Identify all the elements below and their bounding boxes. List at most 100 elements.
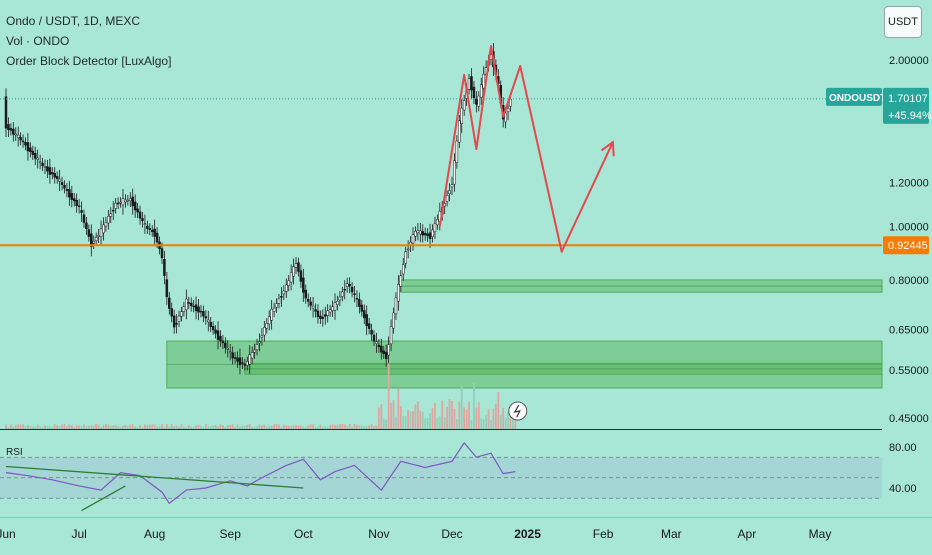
volume-bar (299, 425, 302, 429)
volume-bar (248, 424, 251, 429)
candle-body (353, 293, 356, 295)
volume-bar (97, 424, 100, 429)
candle-body (370, 329, 373, 335)
ticker-badge-label: ONDOUSDT (829, 93, 886, 104)
volume-bar (380, 404, 383, 429)
volume-bar (146, 425, 149, 429)
candle-body (433, 223, 437, 233)
volume-bar (75, 425, 78, 429)
candle-body (85, 222, 88, 229)
candle-body (406, 248, 410, 251)
volume-bar (151, 424, 154, 429)
candle-body (197, 306, 200, 313)
rsi-tick-label: 80.00 (889, 442, 917, 454)
candle-body (136, 208, 139, 213)
candle-body (55, 176, 59, 179)
candle-body (258, 341, 261, 344)
candle-body (4, 96, 8, 129)
volume-bar (465, 409, 468, 429)
volume-bar (268, 425, 271, 429)
candle-body (241, 362, 244, 364)
candle-body (472, 86, 476, 99)
volume-legend[interactable]: Vol · ONDO (6, 34, 70, 48)
candles (4, 42, 512, 375)
candle-body (146, 225, 149, 229)
price-tick-label: 0.45000 (889, 413, 929, 425)
candle-body (97, 235, 100, 237)
volume-bar (348, 424, 351, 429)
candle-body (21, 140, 25, 143)
price-badges: ONDOUSDT 1.70107 +45.94% 0.92445 (508, 87, 932, 421)
candle-body (90, 233, 93, 247)
candle-body (506, 108, 510, 113)
candle-body (253, 349, 256, 353)
candle-body (375, 341, 378, 344)
candle-body (219, 335, 222, 342)
candle-body (209, 322, 212, 327)
candle-body (70, 193, 74, 201)
rsi-pane[interactable]: RSI 80.00 40.00 (0, 441, 917, 512)
currency-unit-button[interactable]: USDT (884, 6, 922, 38)
candle-body (428, 232, 432, 239)
volume-bar (338, 424, 341, 429)
volume-bar (51, 426, 54, 429)
price-badge-value: 1.70107 (888, 93, 928, 105)
projection-drawing[interactable] (438, 45, 615, 253)
candle-body (311, 305, 315, 309)
horizontal-level[interactable] (0, 98, 882, 247)
volume-bar (200, 425, 202, 429)
volume-bar (219, 424, 222, 429)
candle-body (75, 199, 78, 207)
volume-bar (253, 426, 256, 429)
candle-body (99, 228, 103, 237)
time-tick-label: Jun (0, 527, 16, 541)
price-tick-label: 1.20000 (889, 178, 929, 190)
volume-bar (122, 425, 124, 429)
volume-bar (136, 426, 139, 429)
volume-bar (251, 426, 254, 429)
price-axis[interactable]: 2.00000 1.20000 1.00000 0.80000 0.65000 0.550… (889, 55, 929, 425)
indicator-legend[interactable]: Order Block Detector [LuxAlgo] (6, 54, 172, 68)
candle-body (170, 308, 173, 317)
volume-bar (14, 425, 17, 429)
candle-body (16, 134, 20, 138)
candle-body (397, 284, 400, 302)
volume-bar (53, 424, 56, 429)
volume-bar (341, 424, 344, 429)
volume-bar (463, 407, 466, 429)
volume-bar (260, 425, 263, 429)
chart-legend: Ondo / USDT, 1D, MEXC Vol · ONDO Order B… (6, 11, 171, 71)
volume-bar (419, 410, 422, 429)
candle-body (328, 309, 332, 313)
volume-bar (39, 426, 42, 429)
candle-body (360, 304, 364, 312)
volume-bar (180, 424, 183, 429)
volume-bar (470, 420, 473, 429)
volume-bar (58, 425, 61, 429)
candle-body (163, 259, 166, 276)
candle-body (60, 182, 64, 185)
candle-body (41, 162, 44, 167)
volume-bar (485, 415, 488, 429)
candle-body (77, 205, 81, 208)
time-axis[interactable]: Jun Jul Aug Sep Oct Nov Dec 2025 Feb Mar Apr May (0, 527, 831, 541)
candle-body (187, 302, 191, 304)
candle-body (246, 361, 249, 366)
volume-bar (275, 424, 278, 429)
volume-bar (436, 418, 439, 429)
candle-body (180, 311, 183, 317)
candle-body (302, 277, 305, 293)
volume-bar (356, 424, 358, 429)
candle-body (423, 232, 427, 236)
candle-body (333, 302, 337, 311)
rsi-line (5, 441, 516, 505)
candle-body (445, 195, 449, 202)
candle-body (68, 189, 71, 198)
candle-body (453, 160, 456, 185)
volume-bar (397, 389, 400, 429)
symbol-title[interactable]: Ondo / USDT, 1D, MEXC (6, 14, 141, 28)
volume-bar (117, 426, 120, 429)
volume-bar (317, 426, 319, 429)
